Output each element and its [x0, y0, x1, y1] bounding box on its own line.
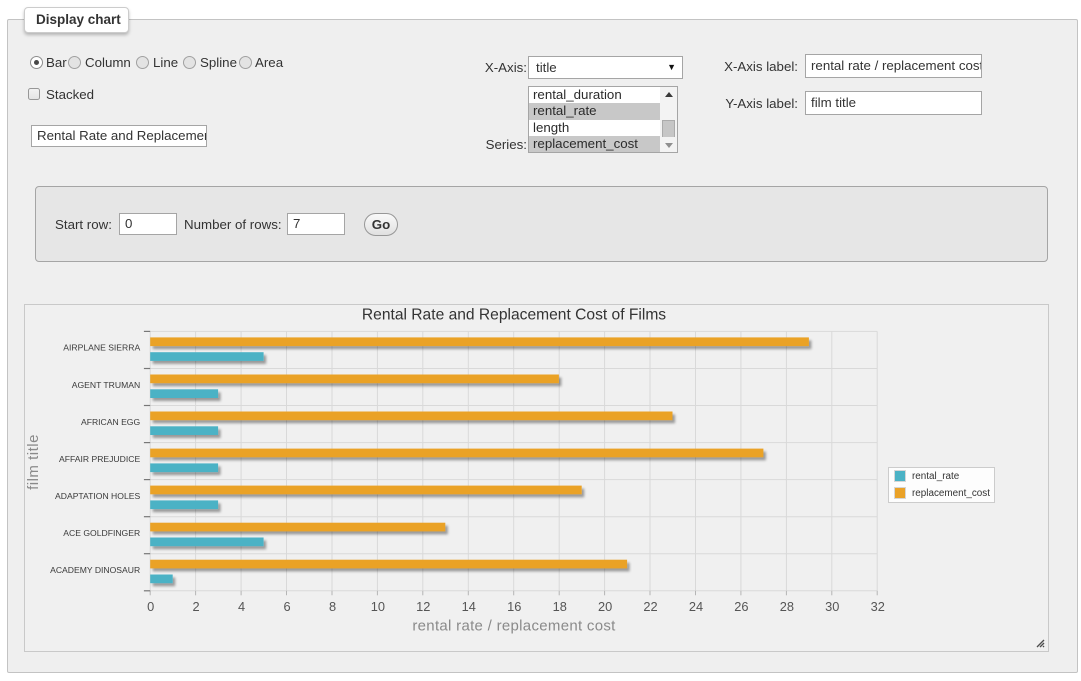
- svg-text:4: 4: [238, 599, 245, 614]
- svg-text:rental_rate: rental_rate: [912, 471, 960, 482]
- svg-text:6: 6: [283, 599, 290, 614]
- svg-text:Rental Rate and Replacement Co: Rental Rate and Replacement Cost of Film…: [362, 307, 666, 324]
- svg-text:26: 26: [734, 599, 748, 614]
- svg-text:AFFAIR PREJUDICE: AFFAIR PREJUDICE: [59, 454, 140, 464]
- svg-text:film title: film title: [25, 434, 42, 490]
- svg-text:12: 12: [416, 599, 430, 614]
- svg-text:ACE GOLDFINGER: ACE GOLDFINGER: [63, 528, 140, 538]
- svg-text:0: 0: [147, 599, 154, 614]
- svg-text:32: 32: [871, 599, 885, 614]
- svg-text:20: 20: [598, 599, 612, 614]
- svg-text:24: 24: [689, 599, 703, 614]
- svg-text:2: 2: [193, 599, 200, 614]
- svg-text:28: 28: [780, 599, 794, 614]
- svg-text:30: 30: [825, 599, 839, 614]
- svg-text:16: 16: [507, 599, 521, 614]
- svg-text:AGENT TRUMAN: AGENT TRUMAN: [72, 380, 140, 390]
- svg-text:10: 10: [371, 599, 385, 614]
- svg-text:rental rate / replacement cost: rental rate / replacement cost: [412, 618, 616, 635]
- svg-text:replacement_cost: replacement_cost: [912, 488, 990, 499]
- svg-text:AIRPLANE SIERRA: AIRPLANE SIERRA: [63, 343, 140, 353]
- svg-text:AFRICAN EGG: AFRICAN EGG: [81, 417, 141, 427]
- svg-text:ADAPTATION HOLES: ADAPTATION HOLES: [55, 491, 140, 501]
- svg-text:ACADEMY DINOSAUR: ACADEMY DINOSAUR: [50, 565, 140, 575]
- svg-text:8: 8: [329, 599, 336, 614]
- svg-text:14: 14: [462, 599, 476, 614]
- svg-text:22: 22: [643, 599, 657, 614]
- svg-text:18: 18: [553, 599, 567, 614]
